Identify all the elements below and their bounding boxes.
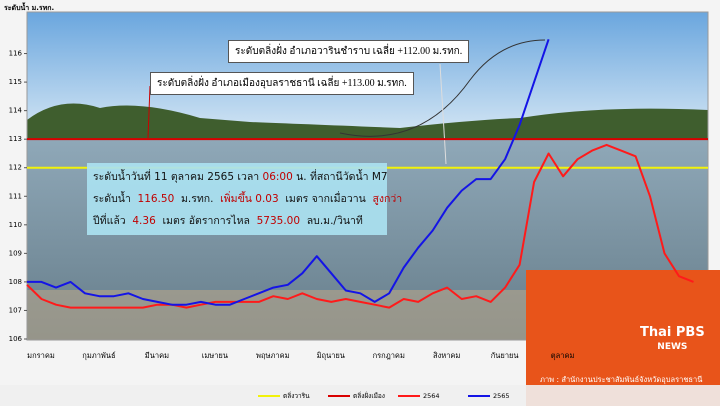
info-text: เมตร จากเมื่อวาน (278, 193, 373, 205)
info-text: 0.03 (251, 193, 279, 205)
arrow (147, 85, 151, 139)
info-box: ระดับน้ำวันที่ 11 ตุลาคม 2565 เวลา 06:00… (87, 163, 402, 235)
annotation: ระดับตลิ่งฝั่ง อำเภอเมืองอุบลราชธานี เฉล… (150, 72, 414, 95)
legend-bg (0, 385, 720, 406)
y-tick-label: 116 (9, 50, 23, 58)
y-axis-label: ระดับน้ำ ม.รทก. (4, 1, 54, 12)
y-tick-label: 113 (9, 135, 22, 143)
x-tick-label: มกราคม (27, 351, 55, 360)
x-tick-label: กุมภาพันธ์ (82, 351, 115, 360)
legend-label: ตลิ่งวาริน (283, 391, 310, 400)
info-text: เพิ่มขึ้น (220, 193, 252, 205)
photo-trees (27, 103, 708, 145)
y-tick-label: 112 (9, 164, 22, 172)
info-text: 5735.00 (256, 215, 301, 227)
info-text: 4.36 (132, 215, 156, 227)
info-text: ระดับน้ำวันที่ 11 ตุลาคม 2565 เวลา (93, 171, 263, 183)
x-tick-label: ตุลาคม (551, 351, 575, 360)
info-text: ระดับน้ำ (93, 193, 138, 205)
logo-sub: NEWS (657, 342, 688, 352)
info-text: ม.รทก. (174, 193, 221, 205)
info-line: ระดับน้ำวันที่ 11 ตุลาคม 2565 เวลา 06:00… (93, 166, 388, 188)
legend-label: 2564 (423, 392, 440, 400)
series-line (27, 38, 550, 306)
y-tick-label: 108 (9, 278, 22, 286)
legend-label: ตลิ่งฝั่งเมือง (353, 391, 385, 400)
logo-bg (526, 270, 720, 406)
y-tick-label: 110 (9, 221, 22, 229)
info-text: ปีที่แล้ว (93, 215, 133, 227)
y-tick-label: 115 (9, 78, 22, 86)
x-tick-label: มีนาคม (145, 351, 169, 360)
info-text: 116.50 (137, 193, 175, 205)
info-text: สูงกว่า (372, 193, 403, 205)
y-tick-label: 111 (9, 192, 22, 200)
y-tick-label: 106 (9, 335, 23, 343)
info-line: ปีที่แล้ว 4.36 เมตร อัตราการไหล 5735.00 … (93, 210, 381, 232)
x-tick-label: มิถุนายน (317, 351, 345, 360)
y-tick-label: 114 (9, 107, 23, 115)
arrow (339, 39, 546, 137)
info-text: เมตร อัตราการไหล (155, 215, 257, 227)
y-tick-label: 107 (9, 306, 22, 314)
info-line: ระดับน้ำ 116.50 ม.รทก. เพิ่มขึ้น 0.03 เม… (93, 188, 402, 210)
plot-frame (26, 11, 709, 341)
legend-label: 2565 (493, 392, 510, 400)
credit: ภาพ : สำนักงานประชาสัมพันธ์จังหวัดอุบลรา… (540, 375, 703, 384)
info-text: ลบ.ม./วินาที (300, 215, 363, 227)
x-tick-label: กรกฎาคม (373, 351, 405, 360)
y-tick-label: 109 (9, 249, 22, 257)
series-line (26, 143, 694, 309)
x-tick-label: เมษายน (202, 351, 228, 360)
annotation: ระดับตลิ่งฝั่ง อำเภอวารินชำราบ เฉลี่ย +1… (228, 40, 470, 63)
arrow (439, 63, 447, 165)
logo: Thai PBS NEWS (640, 326, 705, 354)
x-tick-label: กันยายน (491, 351, 519, 360)
info-text: 06:00 (262, 171, 293, 183)
logo-name: Thai PBS (640, 325, 705, 340)
info-text: น. ที่สถานีวัดน้ำ M7 (292, 171, 388, 183)
x-tick-label: พฤษภาคม (256, 351, 290, 360)
x-tick-label: สิงหาคม (433, 351, 461, 360)
